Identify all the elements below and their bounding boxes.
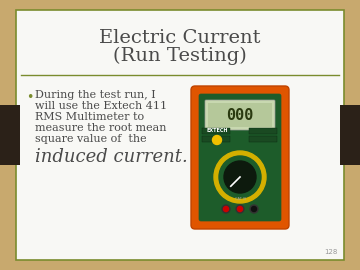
FancyBboxPatch shape: [205, 100, 275, 130]
Text: will use the Extech 411: will use the Extech 411: [35, 101, 167, 111]
Circle shape: [250, 205, 258, 213]
Circle shape: [222, 205, 230, 213]
Bar: [249, 136, 277, 142]
Text: 000: 000: [226, 109, 254, 123]
FancyBboxPatch shape: [191, 86, 289, 229]
Bar: [202, 128, 230, 134]
Circle shape: [224, 207, 229, 211]
Circle shape: [236, 205, 244, 213]
Text: square value of  the: square value of the: [35, 134, 147, 144]
Bar: [340, 105, 360, 165]
Circle shape: [252, 207, 256, 211]
Text: 128: 128: [325, 249, 338, 255]
Bar: [202, 136, 230, 142]
Text: During the test run, I: During the test run, I: [35, 90, 156, 100]
Circle shape: [219, 156, 261, 198]
Bar: [0, 105, 20, 165]
Circle shape: [214, 151, 266, 203]
Text: (Run Testing): (Run Testing): [113, 47, 247, 65]
Bar: [249, 128, 277, 134]
Text: measure the root mean: measure the root mean: [35, 123, 166, 133]
FancyBboxPatch shape: [199, 94, 281, 221]
Circle shape: [224, 161, 256, 193]
Circle shape: [212, 136, 221, 144]
Circle shape: [238, 207, 243, 211]
Text: RMS Multimeter to: RMS Multimeter to: [35, 112, 144, 122]
Text: Electric Current: Electric Current: [99, 29, 261, 47]
Text: CAT III: CAT III: [235, 197, 246, 201]
FancyBboxPatch shape: [208, 103, 272, 127]
Text: induced current.: induced current.: [35, 148, 188, 166]
Text: EXTECH: EXTECH: [206, 129, 228, 133]
Text: •: •: [26, 91, 33, 104]
